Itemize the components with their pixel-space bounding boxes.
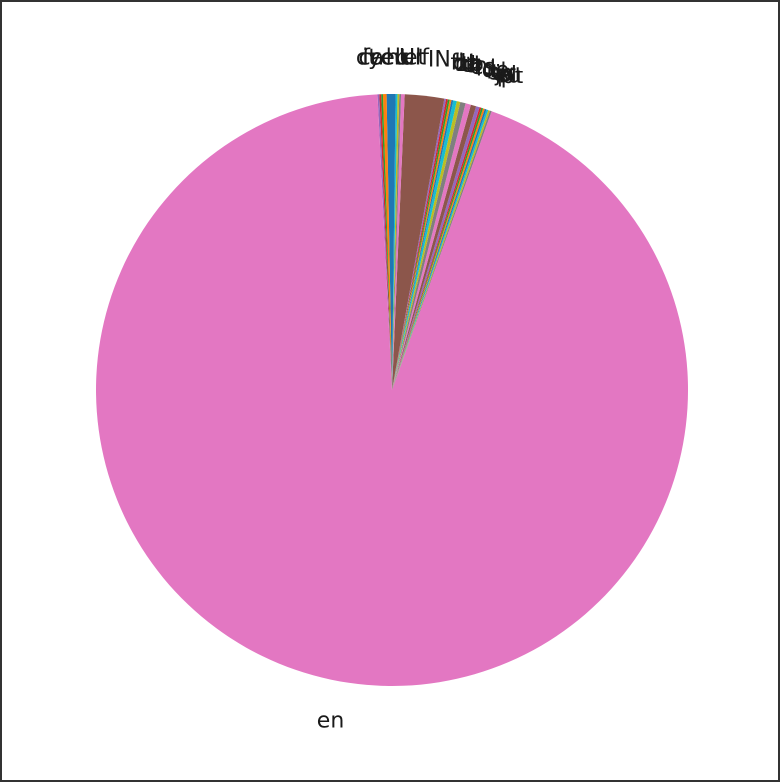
- pie-label-de: de: [482, 58, 510, 83]
- pie-label-ja: ja: [494, 62, 515, 87]
- pie-slice-tr: [392, 107, 484, 390]
- pie-label-nl: nl: [486, 59, 506, 84]
- pie-label-pl: pl: [497, 63, 517, 88]
- pie-slice-ht: [392, 94, 398, 391]
- pie-label-et: et: [404, 46, 427, 71]
- pie-slice-eu: [392, 93, 396, 391]
- pie-slice-pt: [392, 110, 492, 390]
- pie-label-fi: fi: [451, 51, 465, 76]
- pie-label-ht: ht: [386, 45, 409, 70]
- pie-slice-ru: [392, 110, 490, 390]
- pie-slice-zh: [392, 99, 452, 391]
- pie-slice-tl: [392, 100, 457, 390]
- pie-slice-ar: [392, 108, 485, 390]
- pie-slice-cy: [381, 94, 392, 390]
- pie-slice-ulf: [392, 94, 400, 391]
- pie-slice-hi: [392, 99, 450, 390]
- pie-label-sv: sv: [489, 60, 513, 85]
- pie-slice-th: [392, 101, 461, 391]
- pie-slice-id: [392, 103, 471, 391]
- pie-slice-ja: [392, 108, 487, 390]
- pie-label-hi: hi: [454, 51, 474, 76]
- pie-slice-fr: [379, 94, 392, 390]
- pie-slice-et: [392, 94, 405, 390]
- pie-slice-ko: [392, 100, 454, 390]
- pie-label-ceb: ceb: [369, 45, 409, 70]
- pie-label-cy: cy: [356, 46, 381, 71]
- pie-slice-de: [392, 104, 477, 390]
- pie-slice-fi: [392, 98, 447, 390]
- pie-label-ko: ko: [458, 52, 483, 77]
- pie-slices: [96, 93, 689, 687]
- pie-slice-ceb: [386, 94, 392, 390]
- pie-slice-pl: [392, 109, 489, 390]
- pie-slice-nl: [392, 106, 480, 390]
- pie-label-fr: fr: [362, 46, 380, 71]
- pie-label-id: id: [476, 56, 496, 81]
- pie-label-es: es: [470, 55, 495, 80]
- pie-label-pt: pt: [501, 64, 524, 89]
- pie-label-tl: tl: [461, 53, 476, 78]
- pie-slice-ur: [392, 94, 402, 390]
- pie-slice-ca: [382, 94, 392, 391]
- pie-label-ur: ur: [401, 46, 425, 71]
- pie-slice-in: [392, 94, 445, 391]
- pie-label-ca: ca: [358, 46, 384, 71]
- pie-label-en: en: [317, 708, 344, 733]
- pie-label-eu: eu: [380, 45, 407, 70]
- pie-slice-it: [377, 94, 392, 391]
- pie-label-ru: ru: [499, 63, 522, 88]
- pie-label-zh: zh: [456, 52, 482, 77]
- pie-slice-da: [392, 98, 448, 391]
- pie-slice-sv: [392, 107, 482, 390]
- pie-label-ar: ar: [493, 61, 516, 86]
- pie-label-in: IN: [428, 47, 451, 72]
- pie-slice-es: [392, 101, 466, 391]
- pie-label-it: it: [362, 46, 377, 71]
- pie-label-da: da: [453, 51, 480, 76]
- pie-label-tr: tr: [491, 61, 510, 86]
- pie-label-ulf: Ulf: [399, 45, 430, 70]
- pie-label-th: th: [465, 54, 488, 79]
- pie-slice-en: [96, 94, 689, 687]
